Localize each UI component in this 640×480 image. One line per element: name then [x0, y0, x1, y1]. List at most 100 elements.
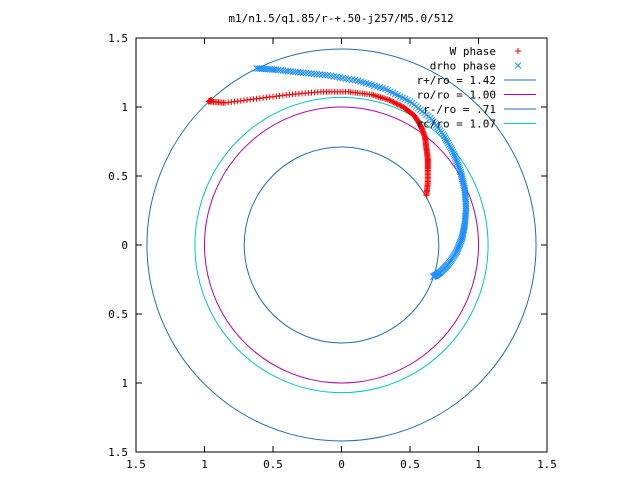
y-tick-label: 0.5 — [108, 308, 128, 321]
legend-label: ro/ro = 1.00 — [417, 89, 496, 102]
drho-phase-point — [459, 179, 467, 186]
drho-phase-point — [389, 89, 397, 97]
drho-phase-point — [354, 77, 362, 85]
drho-phase-point — [442, 136, 450, 143]
x-tick-label: 1 — [201, 458, 208, 471]
circle-series — [146, 48, 537, 442]
x-tick-label: 0.5 — [263, 458, 283, 471]
drho-phase-point — [345, 75, 353, 83]
drho-phase-point — [458, 173, 466, 181]
y-tick-label: 0.5 — [108, 170, 128, 183]
drho-phase-point — [327, 72, 335, 80]
y-tick-label: 1 — [121, 101, 128, 114]
drho-phase-point — [381, 85, 389, 93]
plot-points — [205, 65, 470, 281]
drho-phase-point — [461, 186, 469, 194]
x-tick-label: 0 — [338, 458, 345, 471]
drho-phase-point — [384, 86, 392, 94]
drho-phase-point — [391, 90, 399, 98]
drho-phase-point — [455, 164, 463, 172]
circle-series — [194, 96, 489, 394]
drho-phase-point — [441, 134, 449, 142]
legend-marker-sample — [514, 62, 522, 69]
drho-phase-point — [394, 91, 402, 99]
drho-phase-point — [351, 76, 359, 84]
drho-phase-point — [445, 141, 453, 149]
drho-phase-point — [399, 94, 406, 102]
drho-phase-point — [446, 143, 454, 151]
drho-phase-point — [362, 79, 370, 87]
drho-phase-point — [360, 79, 367, 86]
drho-phase-point — [324, 71, 332, 79]
drho-phase-point — [401, 95, 409, 103]
drho-phase-point — [456, 166, 464, 174]
drho-phase-point — [310, 70, 318, 78]
drho-phase-point — [460, 181, 467, 188]
drho-phase-point — [371, 82, 378, 90]
drho-phase-point — [336, 74, 344, 81]
drho-phase-point — [302, 69, 310, 77]
x-tick-label: 1 — [475, 458, 482, 471]
y-tick-label: 1 — [121, 377, 128, 390]
x-tick-label: 0.5 — [400, 458, 420, 471]
drho-phase-point — [376, 84, 384, 91]
drho-phase-point — [459, 177, 467, 185]
drho-phase-point — [253, 65, 260, 72]
drho-phase-point — [316, 71, 323, 78]
drho-phase-point — [444, 139, 452, 147]
drho-phase-point — [461, 188, 469, 195]
legend-label: drho phase — [430, 60, 496, 73]
legend-label: r+/ro = 1.42 — [417, 74, 496, 87]
drho-phase-point — [373, 83, 381, 90]
drho-phase-point — [318, 71, 326, 79]
circle-series — [204, 106, 479, 384]
drho-phase-point — [461, 184, 468, 192]
drho-phase-point — [305, 69, 312, 77]
drho-phase-point — [457, 168, 465, 176]
drho-phase-point — [368, 81, 375, 89]
drho-phase-point — [458, 172, 465, 179]
drho-phase-point — [379, 84, 386, 92]
drho-phase-point — [406, 98, 414, 105]
drho-phase-point — [455, 163, 462, 170]
drho-phase-point — [452, 155, 460, 163]
legend-label: r-/ro = .71 — [423, 103, 496, 116]
plot-curves — [146, 48, 537, 442]
legend-label: W phase — [450, 45, 496, 58]
drho-phase-point — [457, 170, 465, 178]
legend-label: rc/ro = 1.07 — [417, 118, 496, 131]
drho-phase-point — [404, 96, 411, 104]
chart-title: m1/n1.5/q1.85/r-+.50-j257/M5.0/512 — [228, 12, 453, 25]
drho-phase-point — [357, 78, 365, 85]
drho-phase-point — [443, 138, 451, 145]
drho-phase-point — [330, 73, 338, 80]
drho-phase-point — [333, 73, 341, 81]
drho-phase-point — [348, 76, 356, 84]
drho-phase-point — [453, 157, 460, 165]
drho-phase-point — [365, 80, 373, 88]
drho-phase-point — [451, 152, 458, 160]
drho-phase-point — [308, 70, 315, 77]
drho-phase-point — [339, 74, 347, 82]
drho-phase-point — [448, 146, 456, 154]
drho-phase-point — [454, 161, 462, 169]
y-tick-label: 1.5 — [108, 32, 128, 45]
drho-phase-point — [458, 175, 466, 183]
circle-series — [243, 146, 440, 344]
x-tick-label: 1.5 — [537, 458, 557, 471]
drho-phase-point — [386, 88, 394, 95]
drho-phase-point — [460, 182, 468, 190]
x-tick-label: 1.5 — [126, 458, 146, 471]
y-tick-label: 0 — [121, 239, 128, 252]
y-tick-label: 1.5 — [108, 446, 128, 459]
drho-phase-point — [321, 71, 329, 79]
drho-phase-point — [255, 65, 262, 72]
drho-phase-point — [396, 93, 404, 100]
drho-phase-point — [450, 150, 458, 158]
drho-phase-point — [453, 159, 461, 167]
drho-phase-point — [313, 70, 321, 78]
drho-phase-point — [342, 75, 350, 82]
drho-phase-point — [451, 154, 459, 161]
